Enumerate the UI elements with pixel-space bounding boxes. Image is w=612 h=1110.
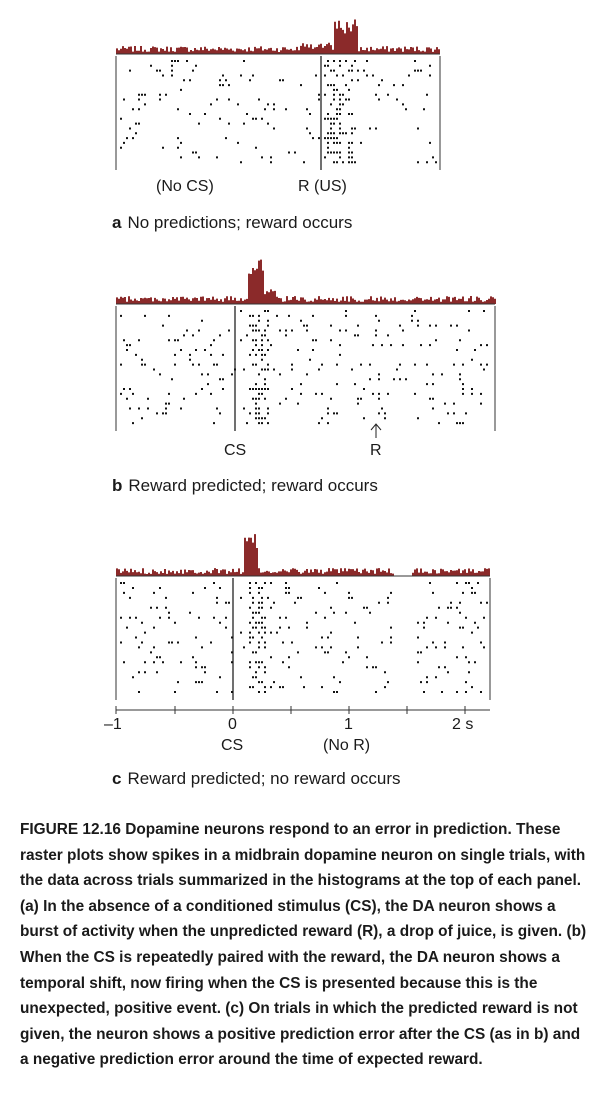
axis-tick-label-minus1: –1 [104,716,122,733]
panel-c-raster [115,534,491,714]
panel-c-no-reward-label: (No R) [323,737,371,754]
panel-a-reward-label: R (US) [298,178,347,195]
figure-caption-body: These raster plots show spikes in a midb… [20,821,587,1069]
panel-a-caption-text: No predictions; reward occurs [127,213,353,232]
panel-c-letter: c [112,769,122,788]
panel-c-caption-text: Reward predicted; no reward occurs [127,769,401,788]
panel-b-raster [115,259,496,438]
axis-tick-label-2s: 2 s [452,716,474,733]
panel-a-letter: a [112,213,122,232]
panel-c-cs-label: CS [221,737,244,754]
axis-tick-label-1: 1 [344,716,353,733]
figure-caption-title: FIGURE 12.16 Dopamine neurons respond to… [20,821,512,838]
figure-caption: FIGURE 12.16 Dopamine neurons respond to… [20,817,592,1073]
histogram-bars [116,534,490,576]
axis-tick-label-0: 0 [228,716,237,733]
panel-b-letter: b [112,476,123,495]
raster-spikes [120,310,488,425]
panel-a-no-cs-label: (No CS) [156,178,214,195]
panel-b-reward-label: R [370,442,382,459]
raster-spikes [120,582,488,693]
raster-spikes [120,60,437,164]
panel-b-caption-text: Reward predicted; reward occurs [128,476,378,495]
histogram-bars [116,259,496,304]
panel-b-cs-label: CS [224,442,247,459]
panel-c-caption: c Reward predicted; no reward occurs [112,769,401,789]
histogram-bars [116,19,440,54]
panel-a-raster [115,19,441,170]
panel-a-caption: a No predictions; reward occurs [112,213,352,233]
panel-b-caption: b Reward predicted; reward occurs [112,476,378,496]
reward-arrow-head [370,423,382,431]
